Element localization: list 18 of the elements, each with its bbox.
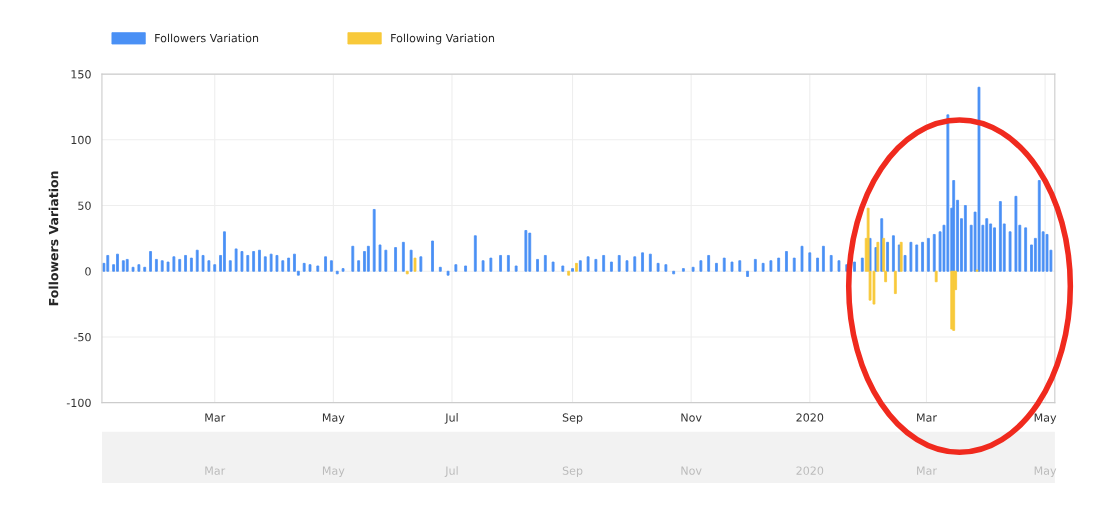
y-tick-label: -50 [73, 332, 91, 342]
y-tick-label: 0 [85, 267, 91, 276]
text: May [1034, 466, 1057, 477]
x-tick-label: Jul [444, 413, 458, 424]
x-tick-label: Sep [562, 413, 583, 424]
x-tick-label: Nov [681, 413, 702, 422]
x-tick-label: May [322, 413, 345, 424]
x-tick-label: Mar [917, 413, 937, 422]
legend-label: Followers Variation [155, 33, 259, 43]
legend-label: Following Variation [391, 33, 495, 45]
x-tick-label: May [1034, 413, 1057, 424]
y-tick-label: -100 [66, 398, 91, 408]
y-tick-label: 100 [71, 135, 91, 145]
y-tick-label: 50 [78, 201, 91, 210]
x-tick-label: Mar [205, 413, 226, 422]
y-tick-label: 150 [71, 70, 91, 79]
x-tick-label: 2020 [796, 413, 824, 422]
y-axis-title: Followers Variation [48, 171, 59, 306]
